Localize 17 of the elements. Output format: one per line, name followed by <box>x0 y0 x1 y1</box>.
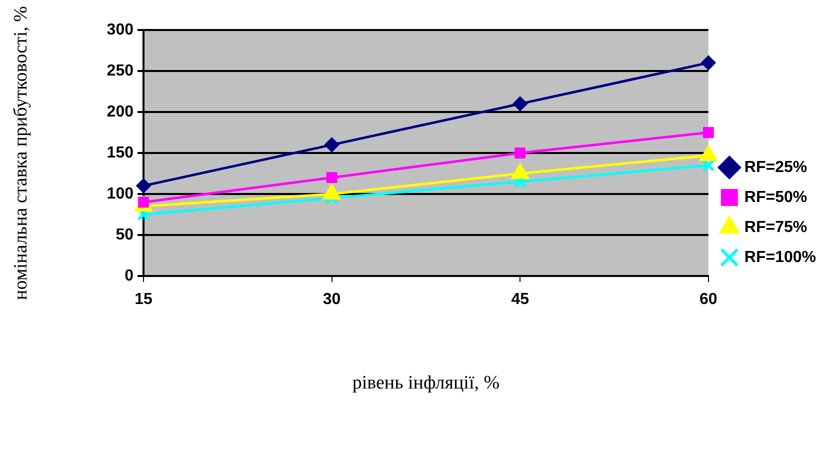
y-tick-label: 300 <box>106 21 134 38</box>
y-tick-label: 50 <box>116 226 134 244</box>
legend-label: RF=25% <box>744 158 808 176</box>
y-tick-label: 200 <box>106 103 134 120</box>
legend-label: RF=50% <box>744 188 808 206</box>
y-tick-label: 150 <box>106 144 134 162</box>
y-tick-label: 0 <box>124 267 134 284</box>
x-tick-label: 60 <box>700 291 718 308</box>
x-axis-title: рівень інфляції, % <box>352 372 500 394</box>
x-tick-label: 15 <box>134 291 152 308</box>
legend-label: RF=100% <box>744 248 816 266</box>
x-tick-label: 30 <box>322 291 341 308</box>
legend-label: RF=75% <box>744 218 808 236</box>
y-tick-label: 250 <box>106 62 134 80</box>
y-axis-title: номінальна ставка прибутковості, % <box>10 6 32 300</box>
x-tick-label: 45 <box>511 291 530 308</box>
y-tick-label: 100 <box>106 185 134 202</box>
